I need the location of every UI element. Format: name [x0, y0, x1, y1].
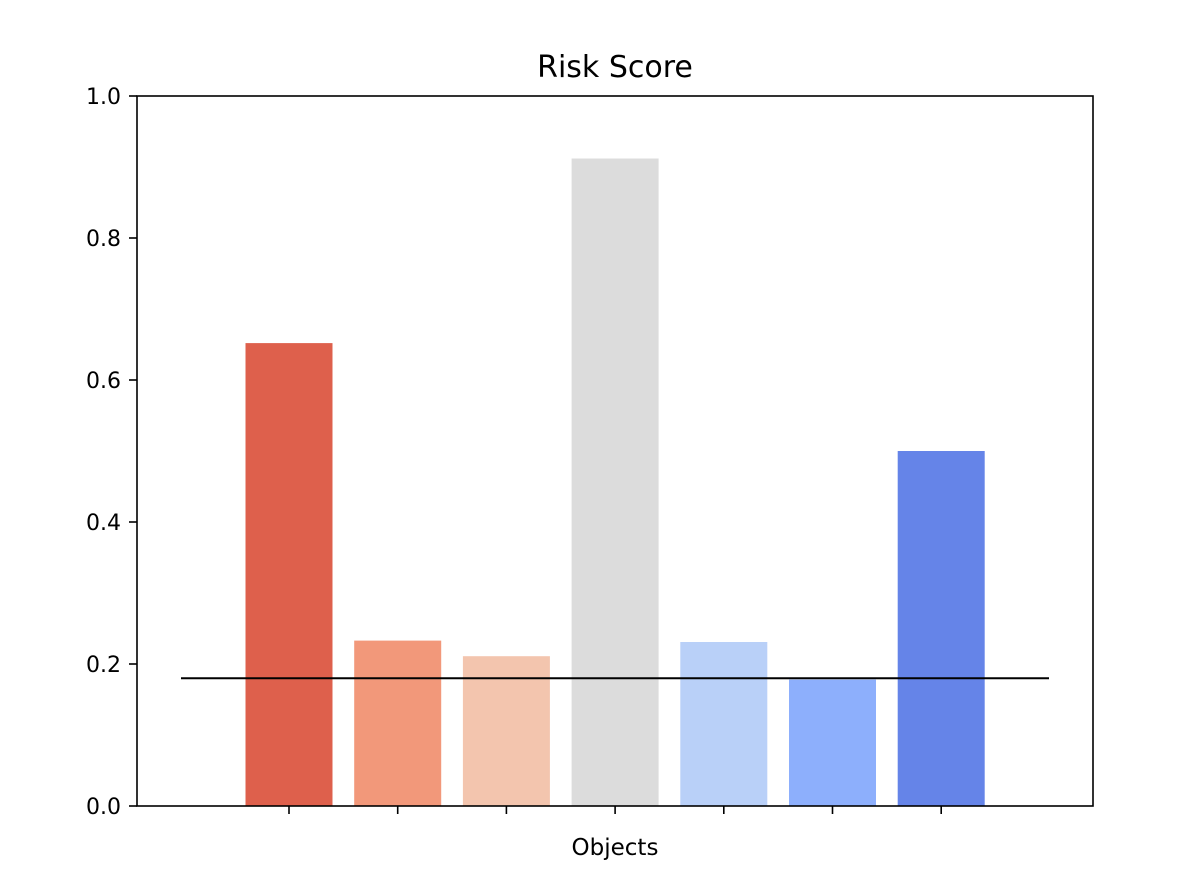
y-tick-label: 1.0: [86, 85, 121, 110]
bar-6: [789, 679, 876, 806]
bar-7: [897, 451, 985, 806]
bars-layer: [245, 158, 985, 806]
bar-5: [680, 642, 768, 806]
bar-1: [245, 343, 333, 806]
x-axis-label: Objects: [572, 835, 659, 861]
y-tick-label: 0.6: [86, 369, 121, 394]
chart-title: Risk Score: [537, 50, 693, 85]
y-tick-label: 0.0: [86, 795, 121, 820]
y-axis: 0.0 0.2 0.4 0.6 0.8 1.0: [86, 85, 137, 820]
bar-3: [462, 656, 550, 806]
y-tick-label: 0.8: [86, 227, 121, 252]
x-axis: [288, 806, 943, 814]
y-tick-label: 0.2: [86, 653, 121, 678]
bar-4: [571, 158, 659, 806]
y-tick-label: 0.4: [86, 511, 121, 536]
bar-2: [354, 640, 442, 806]
